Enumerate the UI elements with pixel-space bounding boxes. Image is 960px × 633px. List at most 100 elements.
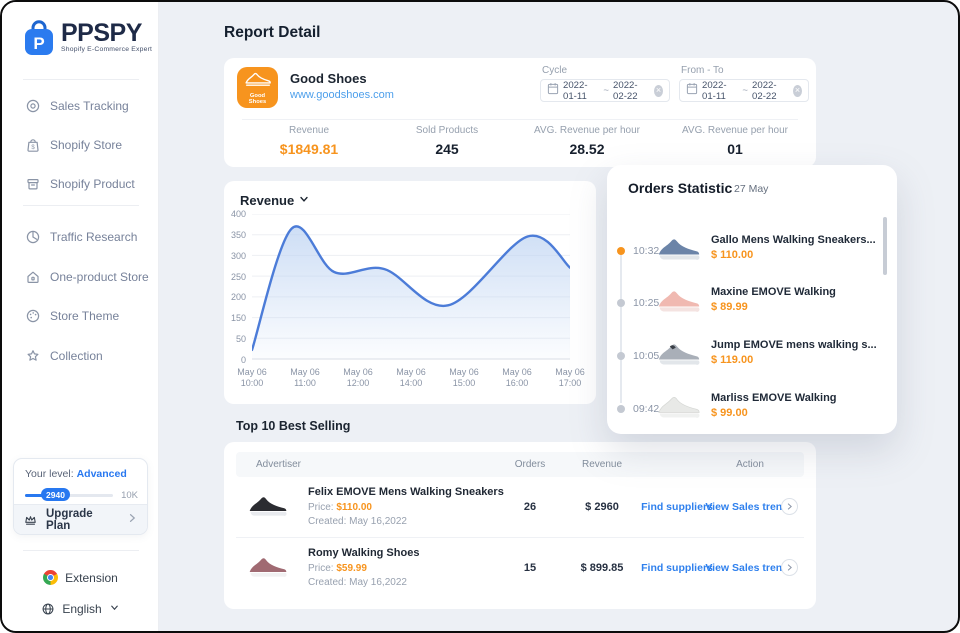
- order-product-name: Marliss EMOVE Walking: [711, 392, 837, 404]
- divider: [23, 550, 139, 551]
- chevron-right-icon: [126, 511, 138, 529]
- timeline-dot: [617, 299, 625, 307]
- revenue-cell: $ 2960: [585, 501, 619, 513]
- product-price: Price: $59.99: [308, 563, 367, 574]
- to-date: 2022-02-22: [752, 79, 777, 102]
- order-time: 09:42: [633, 403, 660, 415]
- language-selector[interactable]: English: [2, 600, 159, 618]
- row-expand-button[interactable]: [781, 498, 798, 515]
- extension-label: Extension: [65, 570, 118, 585]
- product-image: [658, 396, 700, 418]
- x-tick: May 06 12:00: [343, 367, 373, 388]
- sidebar-item-one-product-store[interactable]: One-product Store: [25, 266, 149, 288]
- orders-title: Orders Statistic: [628, 180, 733, 196]
- divider: [23, 79, 139, 80]
- y-tick: 350: [230, 230, 246, 240]
- scrollbar-thumb[interactable]: [883, 217, 887, 275]
- chrome-icon: [43, 570, 59, 585]
- product-created: Created: May 16,2022: [308, 516, 407, 527]
- y-tick: 0: [240, 355, 246, 365]
- revenue-cell: $ 899.85: [580, 562, 624, 574]
- sidebar-item-sales-tracking[interactable]: Sales Tracking: [25, 95, 129, 117]
- sidebar-item-label: Store Theme: [50, 309, 120, 323]
- sidebar-item-shopify-store[interactable]: $ Shopify Store: [25, 134, 122, 156]
- column-header-action: Action: [736, 459, 764, 470]
- clear-icon[interactable]: ×: [792, 84, 802, 97]
- x-tick: May 06 14:00: [396, 367, 426, 388]
- timeline-line: [620, 249, 622, 403]
- table-row: Romy Walking Shoes Price: $59.99 Created…: [236, 538, 804, 598]
- sidebar-item-shopify-product[interactable]: Shopify Product: [25, 173, 135, 195]
- store-logo: Good Shoes: [237, 67, 278, 108]
- extension-link[interactable]: Extension: [2, 570, 159, 585]
- sidebar-item-store-theme[interactable]: Store Theme: [25, 305, 119, 327]
- x-tick: May 06 10:00: [237, 367, 267, 388]
- calendar-icon: [547, 82, 559, 100]
- view-sales-trend-link[interactable]: View Sales trend: [705, 501, 789, 513]
- order-time: 10:05: [633, 350, 660, 362]
- find-suppliers-link[interactable]: Find suppliers: [641, 501, 713, 513]
- app-name: PPSPY: [61, 19, 142, 47]
- order-time: 10:32: [633, 245, 660, 257]
- product-name: Felix EMOVE Mens Walking Sneakers: [308, 486, 504, 498]
- cycle-end-date: 2022-02-22: [613, 79, 638, 102]
- user-level-text: Your level: Advanced: [25, 468, 127, 480]
- app-logo[interactable]: P PPSPY Shopify E-Commerce Expert: [22, 20, 152, 63]
- stat-revenue: Revenue $1849.81: [234, 125, 384, 157]
- from-to-date-range-input[interactable]: 2022-01-11 ~ 2022-02-22 ×: [679, 79, 809, 102]
- date-separator: ~: [742, 85, 749, 96]
- table-row: Felix EMOVE Mens Walking Sneakers Price:…: [236, 477, 804, 537]
- date-separator: ~: [603, 85, 610, 96]
- stat-value: 245: [435, 141, 459, 157]
- column-header-advertiser: Advertiser: [256, 459, 302, 470]
- y-tick: 150: [230, 313, 246, 323]
- y-tick: 250: [230, 272, 246, 282]
- upgrade-plan-button[interactable]: Upgrade Plan: [14, 504, 147, 534]
- order-price: $ 89.99: [711, 301, 748, 313]
- stat-label: AVG. Revenue per hour: [534, 125, 640, 136]
- clear-icon[interactable]: ×: [653, 84, 663, 97]
- y-tick: 200: [230, 292, 246, 302]
- store-summary-card: Good Shoes Good Shoes www.goodshoes.com …: [224, 58, 816, 167]
- stat-value: 28.52: [569, 141, 605, 157]
- progress-fill: [25, 494, 45, 497]
- order-product-name: Maxine EMOVE Walking: [711, 286, 836, 298]
- x-tick: May 06 16:00: [502, 367, 532, 388]
- sidebar-item-label: Sales Tracking: [50, 99, 129, 113]
- stat-value: 01: [727, 141, 743, 157]
- store-url-link[interactable]: www.goodshoes.com: [290, 89, 394, 101]
- y-tick: 50: [235, 334, 246, 344]
- row-expand-button[interactable]: [781, 559, 798, 576]
- divider: [236, 537, 804, 538]
- timeline-dot: [617, 247, 625, 255]
- stat-label: Revenue: [288, 125, 330, 136]
- column-header-orders: Orders: [514, 459, 546, 470]
- cycle-date-range-input[interactable]: 2022-01-11 ~ 2022-02-22 ×: [540, 79, 670, 102]
- sidebar-item-collection[interactable]: Collection: [25, 345, 103, 367]
- svg-text:P: P: [33, 34, 44, 53]
- find-suppliers-link[interactable]: Find suppliers: [641, 562, 713, 574]
- view-sales-trend-link[interactable]: View Sales trend: [705, 562, 789, 574]
- user-level-label: Your level:: [25, 468, 74, 480]
- cycle-label: Cycle: [542, 65, 568, 76]
- y-tick: 400: [230, 209, 246, 219]
- cycle-start-date: 2022-01-11: [563, 79, 588, 102]
- store-name: Good Shoes: [290, 71, 367, 86]
- product-image: [658, 239, 700, 260]
- product-box-icon: [25, 176, 41, 192]
- calendar-icon: [686, 82, 698, 100]
- x-tick: May 06 15:00: [449, 367, 479, 388]
- order-price: $ 119.00: [711, 354, 754, 366]
- sidebar-item-label: Shopify Product: [50, 177, 135, 191]
- chevron-down-icon: [298, 193, 310, 208]
- x-tick: May 06 17:00: [555, 367, 585, 388]
- timeline-dot: [617, 405, 625, 413]
- chevron-down-icon: [109, 600, 120, 618]
- chart-metric-dropdown[interactable]: Revenue: [240, 193, 310, 208]
- sidebar-item-label: One-product Store: [50, 270, 149, 284]
- divider: [242, 119, 798, 120]
- top-selling-title: Top 10 Best Selling: [236, 419, 351, 433]
- globe-icon: [41, 602, 55, 616]
- sidebar-item-traffic-research[interactable]: Traffic Research: [25, 226, 137, 248]
